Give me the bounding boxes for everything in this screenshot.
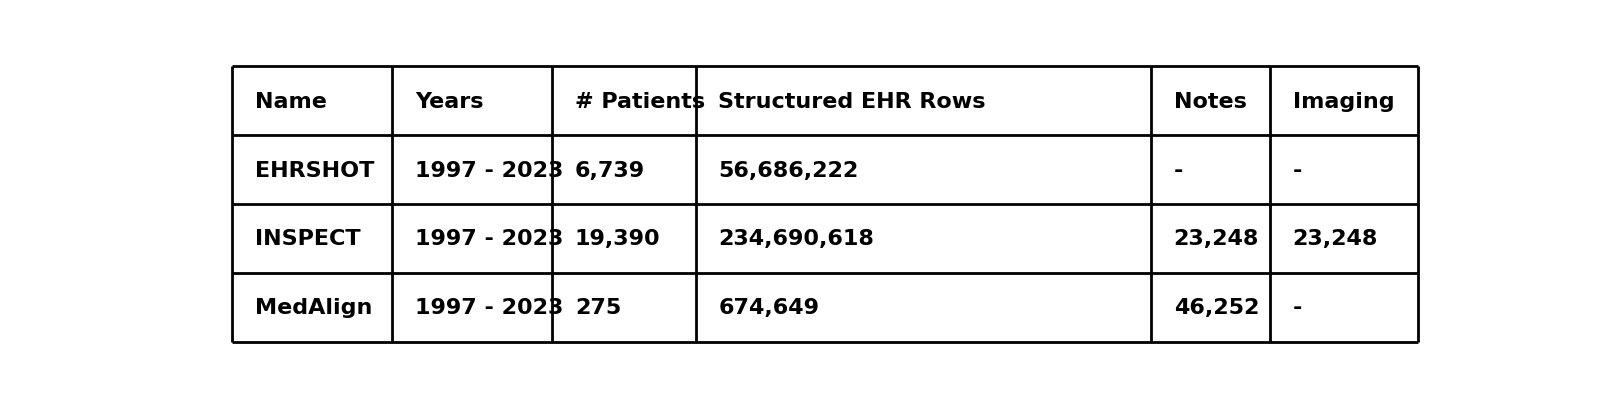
Text: 275: 275 xyxy=(575,297,621,318)
Text: # Patients: # Patients xyxy=(575,92,705,112)
Text: Years: Years xyxy=(415,92,483,112)
Text: -: - xyxy=(1293,297,1302,318)
Text: 6,739: 6,739 xyxy=(575,160,646,180)
Text: 1997 - 2023: 1997 - 2023 xyxy=(415,229,564,249)
Text: 46,252: 46,252 xyxy=(1174,297,1259,318)
Text: 19,390: 19,390 xyxy=(575,229,660,249)
Text: 23,248: 23,248 xyxy=(1174,229,1259,249)
Text: Name: Name xyxy=(254,92,327,112)
Text: EHRSHOT: EHRSHOT xyxy=(254,160,374,180)
Text: 234,690,618: 234,690,618 xyxy=(718,229,874,249)
Text: 1997 - 2023: 1997 - 2023 xyxy=(415,160,564,180)
Text: 674,649: 674,649 xyxy=(718,297,819,318)
Text: -: - xyxy=(1293,160,1302,180)
Text: Imaging: Imaging xyxy=(1293,92,1394,112)
Text: 23,248: 23,248 xyxy=(1293,229,1378,249)
Text: INSPECT: INSPECT xyxy=(254,229,361,249)
Text: 1997 - 2023: 1997 - 2023 xyxy=(415,297,564,318)
Text: Notes: Notes xyxy=(1174,92,1246,112)
Text: 56,686,222: 56,686,222 xyxy=(718,160,858,180)
Text: MedAlign: MedAlign xyxy=(254,297,372,318)
Text: Structured EHR Rows: Structured EHR Rows xyxy=(718,92,985,112)
Text: -: - xyxy=(1174,160,1183,180)
